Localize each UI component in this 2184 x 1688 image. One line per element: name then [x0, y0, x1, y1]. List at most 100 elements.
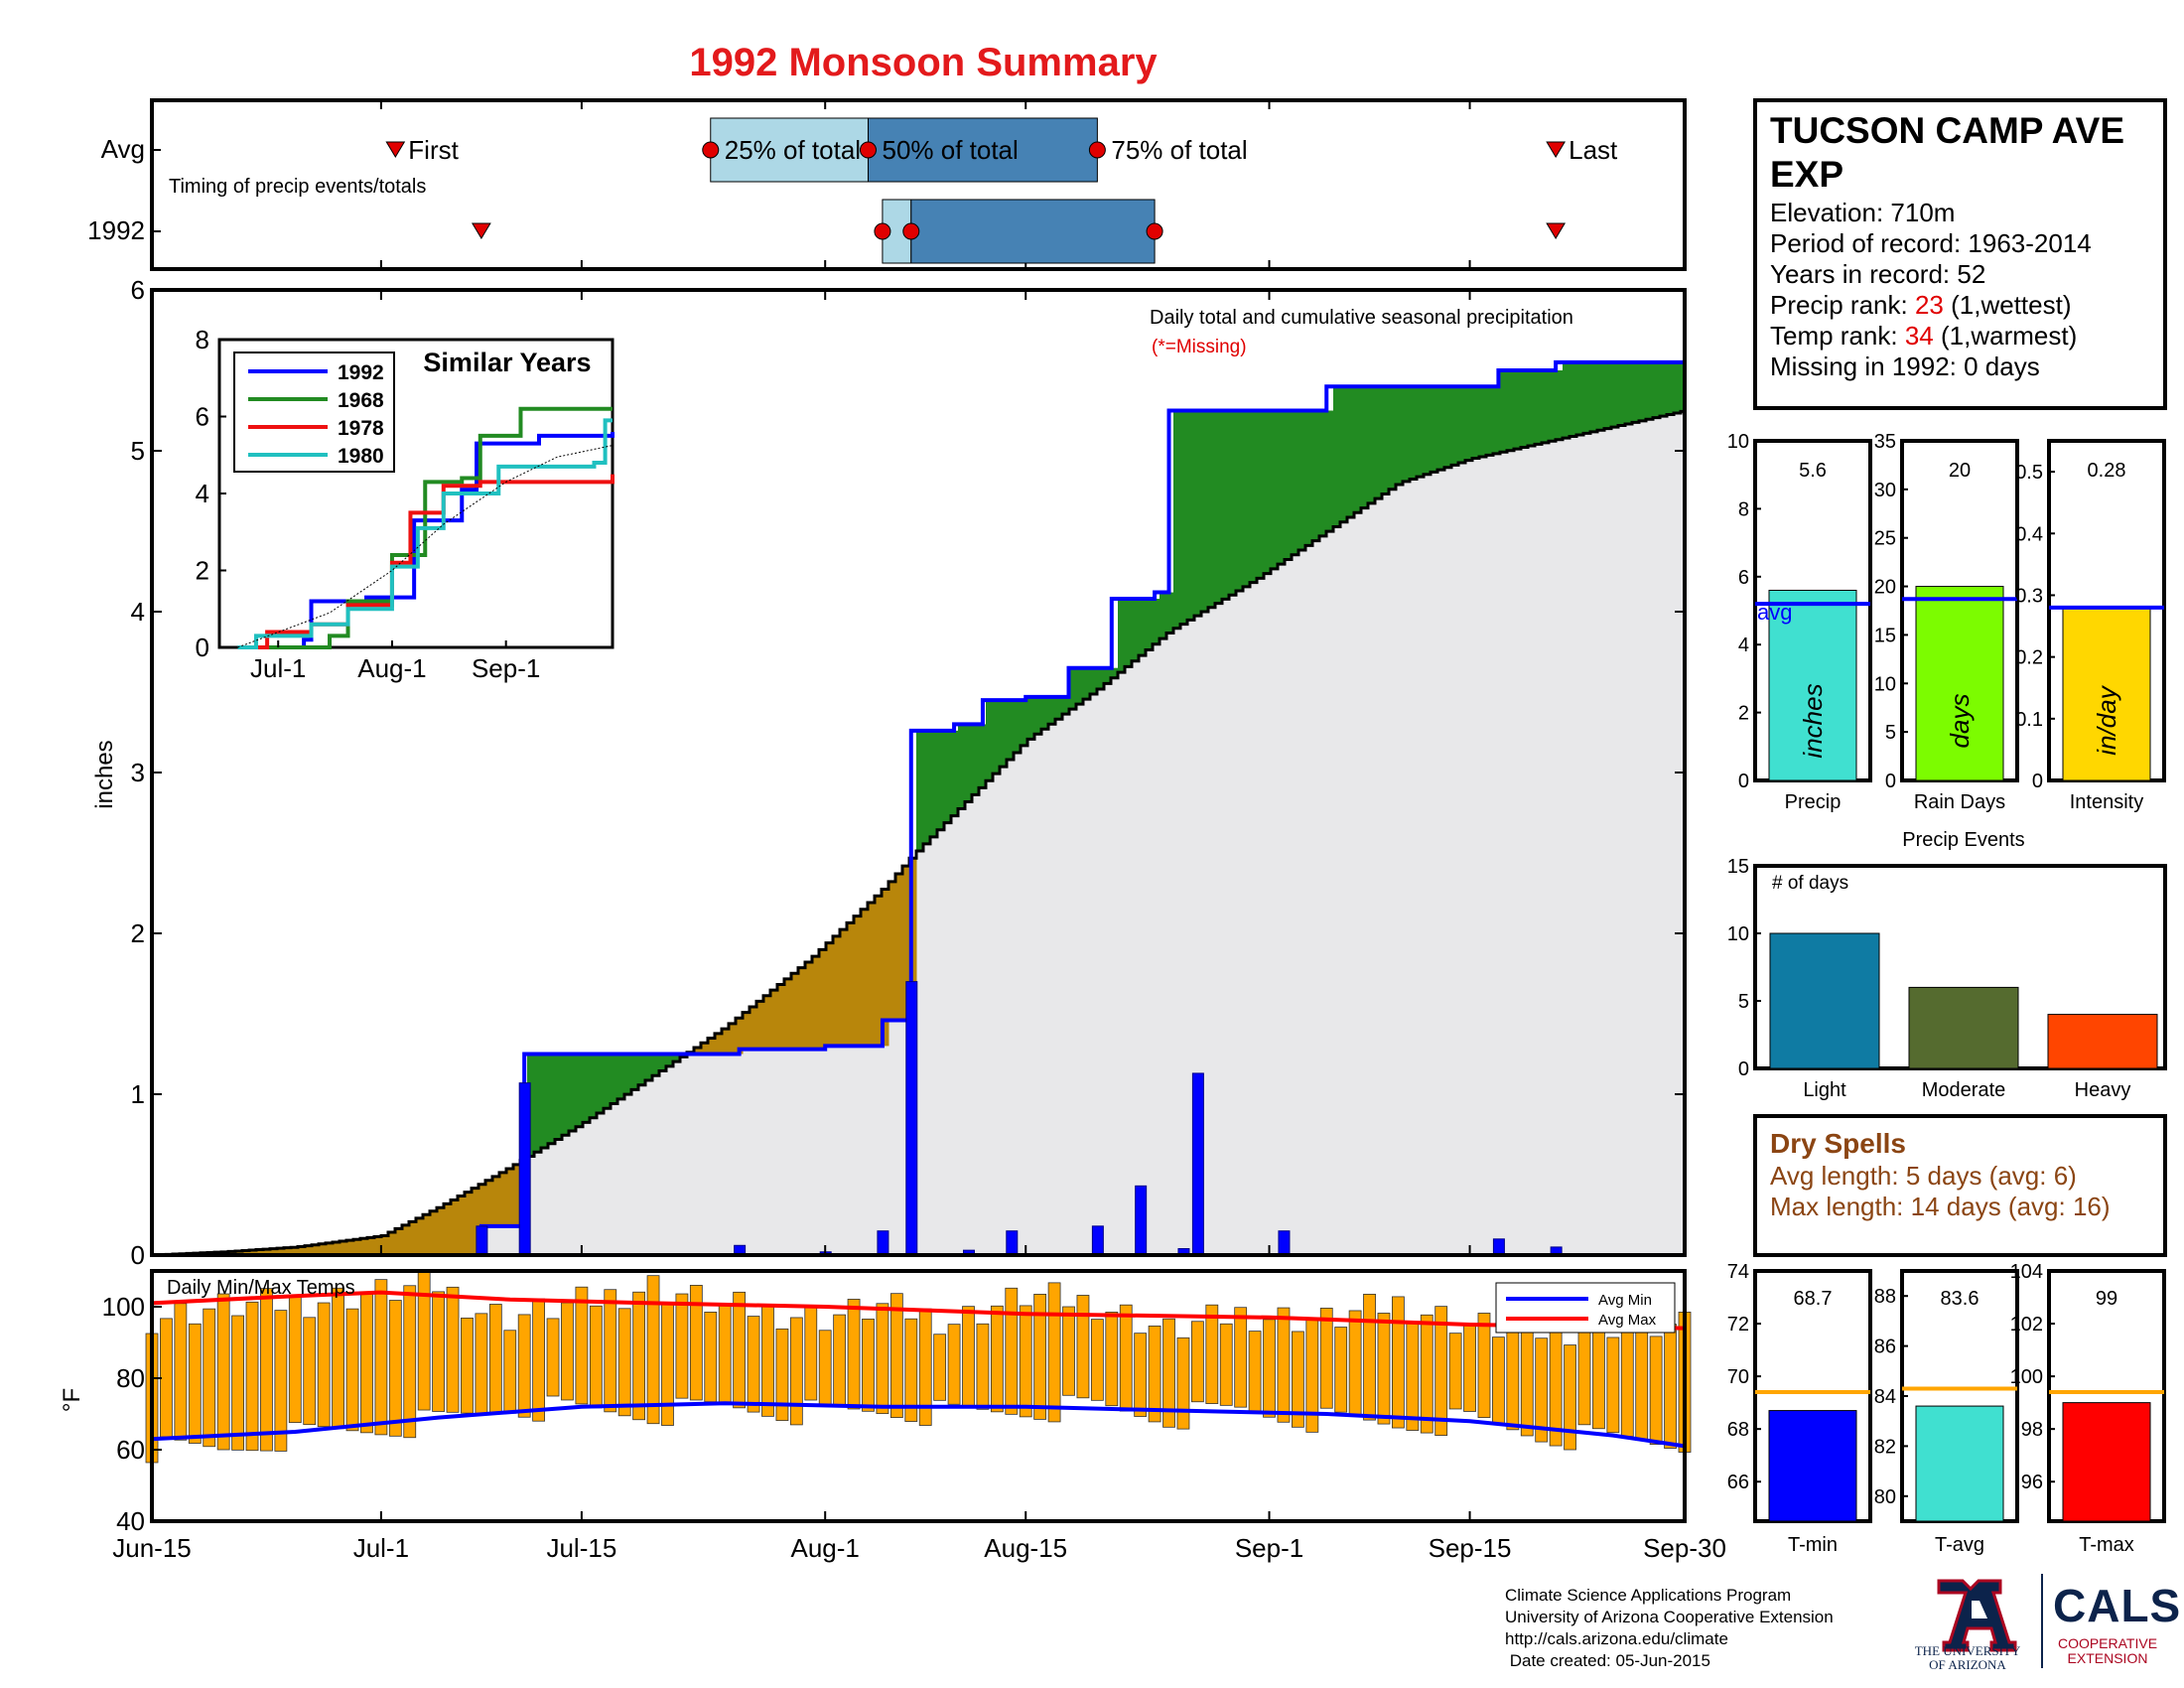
daily-temp-range-bar	[1105, 1312, 1119, 1407]
below-avg-fill	[791, 973, 799, 1050]
timing-year-event-triangle-icon	[472, 222, 491, 239]
above-avg-fill	[1083, 667, 1091, 700]
daily-temp-range-bar	[488, 1304, 502, 1415]
above-avg-fill	[1069, 667, 1077, 710]
stat-y-tick-label: 0.3	[2015, 585, 2043, 607]
temp-stat-label: T-max	[2079, 1534, 2134, 1556]
daily-temp-range-bar	[1535, 1337, 1549, 1443]
daily-temp-range-bar	[546, 1318, 560, 1397]
below-avg-fill	[381, 1235, 389, 1255]
temp-panel-y-tick-label: 86	[1874, 1336, 1896, 1358]
above-avg-fill	[638, 1054, 646, 1085]
daily-temp-range-bar	[904, 1318, 918, 1422]
above-avg-fill	[576, 1054, 584, 1127]
daily-temp-range-bar	[188, 1323, 202, 1444]
main-y-tick-label: 6	[131, 275, 145, 305]
above-avg-fill	[1104, 667, 1112, 684]
footer-line-program: Climate Science Applications Program	[1505, 1586, 1792, 1605]
dry-spells-avg: Avg length: 5 days (avg: 6)	[1770, 1161, 2077, 1191]
stat-label: Precip	[1785, 791, 1842, 813]
below-avg-fill	[513, 1164, 521, 1226]
stat-bar	[1915, 586, 2004, 781]
above-avg-fill	[1465, 386, 1473, 461]
daily-temp-range-bar	[260, 1288, 273, 1452]
daily-temp-range-bar	[1005, 1287, 1019, 1415]
above-avg-fill	[1583, 361, 1591, 434]
below-avg-fill	[472, 1188, 479, 1255]
timing-panel: Avg 1992 Timing of precip events/totals Fir…	[87, 98, 1687, 271]
above-avg-fill	[1493, 386, 1501, 454]
below-avg-fill	[423, 1214, 431, 1255]
daily-temp-range-bar	[1162, 1318, 1175, 1428]
below-avg-fill	[743, 1012, 751, 1050]
daily-temp-range-bar	[1019, 1305, 1032, 1418]
below-avg-fill	[242, 1250, 250, 1255]
below-avg-fill	[506, 1169, 514, 1226]
daily-temp-range-bar	[1506, 1325, 1520, 1431]
daily-temp-range-bar	[1392, 1296, 1405, 1429]
above-avg-fill	[1173, 410, 1181, 629]
above-avg-fill	[555, 1054, 563, 1140]
above-avg-fill	[1354, 386, 1362, 513]
daily-temp-range-bar	[1348, 1310, 1362, 1417]
above-avg-fill	[965, 724, 973, 802]
above-avg-fill	[1549, 370, 1557, 442]
above-avg-fill	[1632, 361, 1640, 423]
daily-temp-range-bar	[1190, 1321, 1204, 1403]
daily-precip-bar	[1191, 1072, 1204, 1256]
daily-precip-bar	[1492, 1238, 1505, 1256]
temp-stat-bar	[1768, 1410, 1857, 1522]
station-years: Years in record: 52	[1770, 259, 1985, 289]
x-axis-tick-label: Jul-1	[353, 1533, 409, 1563]
inset-y-tick-label: 8	[196, 325, 209, 354]
daily-temp-range-bar	[876, 1303, 889, 1415]
below-avg-fill	[360, 1238, 368, 1255]
below-avg-fill	[708, 1038, 716, 1055]
below-avg-fill	[298, 1246, 306, 1255]
above-avg-fill	[1639, 361, 1647, 421]
main-y-axis-label: inches	[91, 740, 118, 808]
temperature-chart: 40 60 80 100 Jun-15 Jul-1 Jul-15 Aug-1 Aug-15 Sep…	[59, 1269, 1726, 1563]
above-avg-fill	[930, 730, 938, 837]
inset-legend-label: 1968	[338, 389, 384, 412]
daily-temp-range-bar	[1377, 1313, 1391, 1425]
daily-temp-range-bar	[1577, 1330, 1591, 1426]
stat-value: 0.28	[2088, 460, 2126, 482]
station-period: Period of record: 1963-2014	[1770, 228, 2092, 258]
daily-temp-range-bar	[303, 1317, 317, 1426]
timing-row-label-avg: Avg	[101, 134, 145, 164]
above-avg-fill	[1625, 361, 1633, 424]
daily-temp-range-bar	[718, 1303, 732, 1404]
daily-temp-range-bar	[589, 1305, 603, 1409]
stat-bar	[1768, 589, 1857, 781]
daily-temp-range-bar	[475, 1313, 488, 1415]
x-axis-tick-label: Sep-15	[1429, 1533, 1512, 1563]
daily-precip-bar	[1278, 1230, 1291, 1256]
main-frame	[150, 288, 1687, 1257]
daily-precip-bar	[476, 1225, 488, 1256]
below-avg-fill	[722, 1029, 730, 1055]
station-missing: Missing in 1992: 0 days	[1770, 352, 2040, 381]
above-avg-fill	[1292, 410, 1299, 555]
above-avg-fill	[1305, 410, 1313, 546]
below-avg-fill	[284, 1247, 292, 1255]
daily-temp-range-bar	[575, 1286, 589, 1405]
above-avg-fill	[1535, 370, 1543, 445]
above-avg-fill	[1458, 386, 1466, 463]
dry-spells-frame	[1753, 1114, 2167, 1257]
above-avg-fill	[562, 1054, 570, 1136]
above-avg-fill	[1125, 599, 1133, 667]
daily-temp-range-bar	[747, 1316, 760, 1413]
logo-divider	[2041, 1574, 2043, 1668]
daily-temp-range-bar	[1277, 1307, 1291, 1423]
daily-temp-range-bar	[1420, 1314, 1433, 1434]
above-avg-fill	[1271, 410, 1279, 569]
above-avg-fill	[1319, 410, 1327, 536]
daily-temp-range-bar	[332, 1287, 344, 1430]
daily-temp-range-bar	[461, 1318, 474, 1414]
daily-temp-range-bar	[1334, 1327, 1348, 1413]
above-avg-fill	[1424, 386, 1432, 475]
above-avg-fill	[548, 1054, 556, 1144]
temp-y-tick-label: 80	[116, 1363, 145, 1393]
above-avg-fill	[1250, 410, 1258, 583]
